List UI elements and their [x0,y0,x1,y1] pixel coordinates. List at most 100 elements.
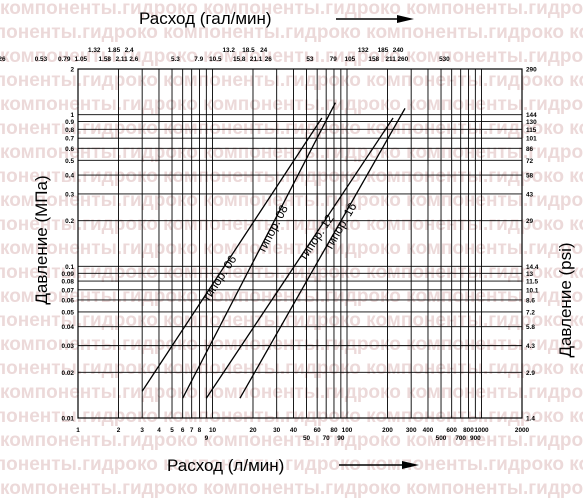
bottom-tick-label: 900 [470,435,481,442]
bottom-tick-label: 20 [249,427,257,434]
series-line [182,102,336,399]
right-tick-label: 4.3 [526,343,535,350]
watermark-text: компоненты.гидроко компоненты.гидроко ко… [0,334,583,355]
left-tick-label: 0.5 [65,158,74,165]
top-tick-label: 158 [368,56,379,63]
bottom-tick-label: 600 [446,427,457,434]
left-tick-label: 0.7 [65,136,74,143]
top-tick-label: 0.79 [58,56,71,63]
top-tick-label: 132 [358,47,369,54]
plot-frame [77,68,523,419]
watermark-text: компоненты.гидроко компоненты.гидроко ко… [0,358,583,379]
watermark-text: компоненты.гидроко компоненты.гидроко ко… [0,406,583,427]
bottom-tick-label: 10 [209,427,217,434]
top-tick-label: 1.58 [98,56,111,63]
right-tick-label: 11.5 [526,279,539,286]
bottom-tick-label: 8 [198,427,202,434]
left-tick-label: 0.1 [65,264,74,271]
top-tick-label: 1.85 [108,47,121,54]
plot-border [77,68,523,419]
top-tick-label: 530 [439,56,450,63]
watermark-text: компоненты.гидроко компоненты.гидроко ко… [0,310,583,331]
series-line [205,117,394,399]
watermark-text: компоненты.гидроко компоненты.гидроко ко… [0,22,583,43]
top-tick-label: 240 [393,47,404,54]
right-tick-label: 29 [526,218,534,225]
watermark-text: компоненты.гидроко компоненты.гидроко ко… [0,430,583,451]
y-axis-label-right: Давление (psi) [556,242,575,357]
left-tick-label: 0.3 [65,191,74,198]
watermark-text: компоненты.гидроко компоненты.гидроко ко… [0,166,583,187]
bottom-tick-label: 1000 [474,427,489,434]
left-tick-label: 0.02 [62,370,75,377]
bottom-tick-label: 200 [382,427,393,434]
right-tick-label: 5.8 [526,324,535,331]
right-tick-label: 290 [526,67,537,74]
bottom-tick-label: 3 [140,427,144,434]
right-tick-label: 58 [526,173,534,180]
top-tick-label: 1.05 [75,56,88,63]
bottom-tick-label: 40 [290,427,298,434]
left-tick-label: 0.8 [65,127,74,134]
top-tick-label: 10.5 [209,56,222,63]
top-tick-label: 0.53 [35,56,48,63]
watermark-text: компоненты.гидроко компоненты.гидроко ко… [0,382,583,403]
bottom-tick-label: 30 [273,427,281,434]
top-tick-label: 185 [378,47,389,54]
top-tick-label: 7.9 [194,56,203,63]
left-tick-label: 0.9 [65,119,74,126]
watermark-text: компоненты.гидроко компоненты.гидроко ко… [0,70,583,91]
top-tick-label: 2.4 [125,47,134,54]
left-tick-label: 0.03 [62,343,75,350]
bottom-tick-label: 50 [303,435,311,442]
bottom-tick-label: 100 [342,427,353,434]
watermark-text: компоненты.гидроко компоненты.гидроко ко… [0,142,583,163]
left-tick-label: 0.09 [62,271,75,278]
watermark-text: компоненты.гидроко компоненты.гидроко ко… [0,478,583,499]
bottom-tick-label: 800 [463,427,474,434]
top-tick-label: 26 [265,56,273,63]
top-tick-label: 211 [385,56,396,63]
watermark-text: компоненты.гидроко компоненты.гидроко ко… [0,286,583,307]
right-tick-label: 43 [526,191,534,198]
left-tick-label: 0.07 [62,287,75,294]
right-tick-label: 130 [526,119,537,126]
right-tick-label: 72 [526,158,534,165]
series-line [141,117,323,392]
bottom-tick-label: 6 [181,427,185,434]
left-tick-label: 0.04 [62,324,75,331]
top-tick-label: 5.3 [171,56,180,63]
top-tick-label: 2.6 [129,56,138,63]
watermark-text: компоненты.гидроко компоненты.гидроко ко… [0,94,583,115]
bottom-arrow [339,461,419,469]
left-tick-label: 0.06 [62,297,75,304]
bottom-tick-label: 700 [455,435,466,442]
watermark-text: компоненты.гидроко компоненты.гидроко ко… [0,46,583,67]
top-tick-label: 105 [345,56,356,63]
watermark-text: компоненты.гидроко компоненты.гидроко ко… [0,262,583,283]
top-tick-label: 0.26 [0,56,6,63]
right-tick-label: 8.6 [526,297,535,304]
left-tick-label: 1 [70,112,74,119]
bottom-tick-label: 80 [330,427,338,434]
top-tick-label: 53 [306,56,314,63]
bottom-tick-label: 5 [170,427,174,434]
top-tick-label: 1.32 [88,47,101,54]
top-tick-label: 24 [260,47,268,54]
watermark-text: компоненты.гидроко компоненты.гидроко ко… [0,118,583,139]
watermark-text: компоненты.гидроко компоненты.гидроко ко… [0,238,583,259]
bottom-tick-label: 4 [157,427,161,434]
x-axis-label-bottom: Расход (л/мин) [167,456,284,475]
right-tick-label: 2.9 [526,370,535,377]
watermark-text: компоненты.гидроко компоненты.гидроко ко… [0,0,583,19]
bottom-tick-label: 70 [323,435,331,442]
watermark-text: компоненты.гидроко компоненты.гидроко ко… [0,190,583,211]
right-tick-label: 10.1 [526,287,539,294]
left-tick-label: 0.01 [62,416,75,423]
right-tick-label: 86 [526,146,534,153]
right-tick-label: 115 [526,127,537,134]
right-tick-label: 101 [526,136,537,143]
